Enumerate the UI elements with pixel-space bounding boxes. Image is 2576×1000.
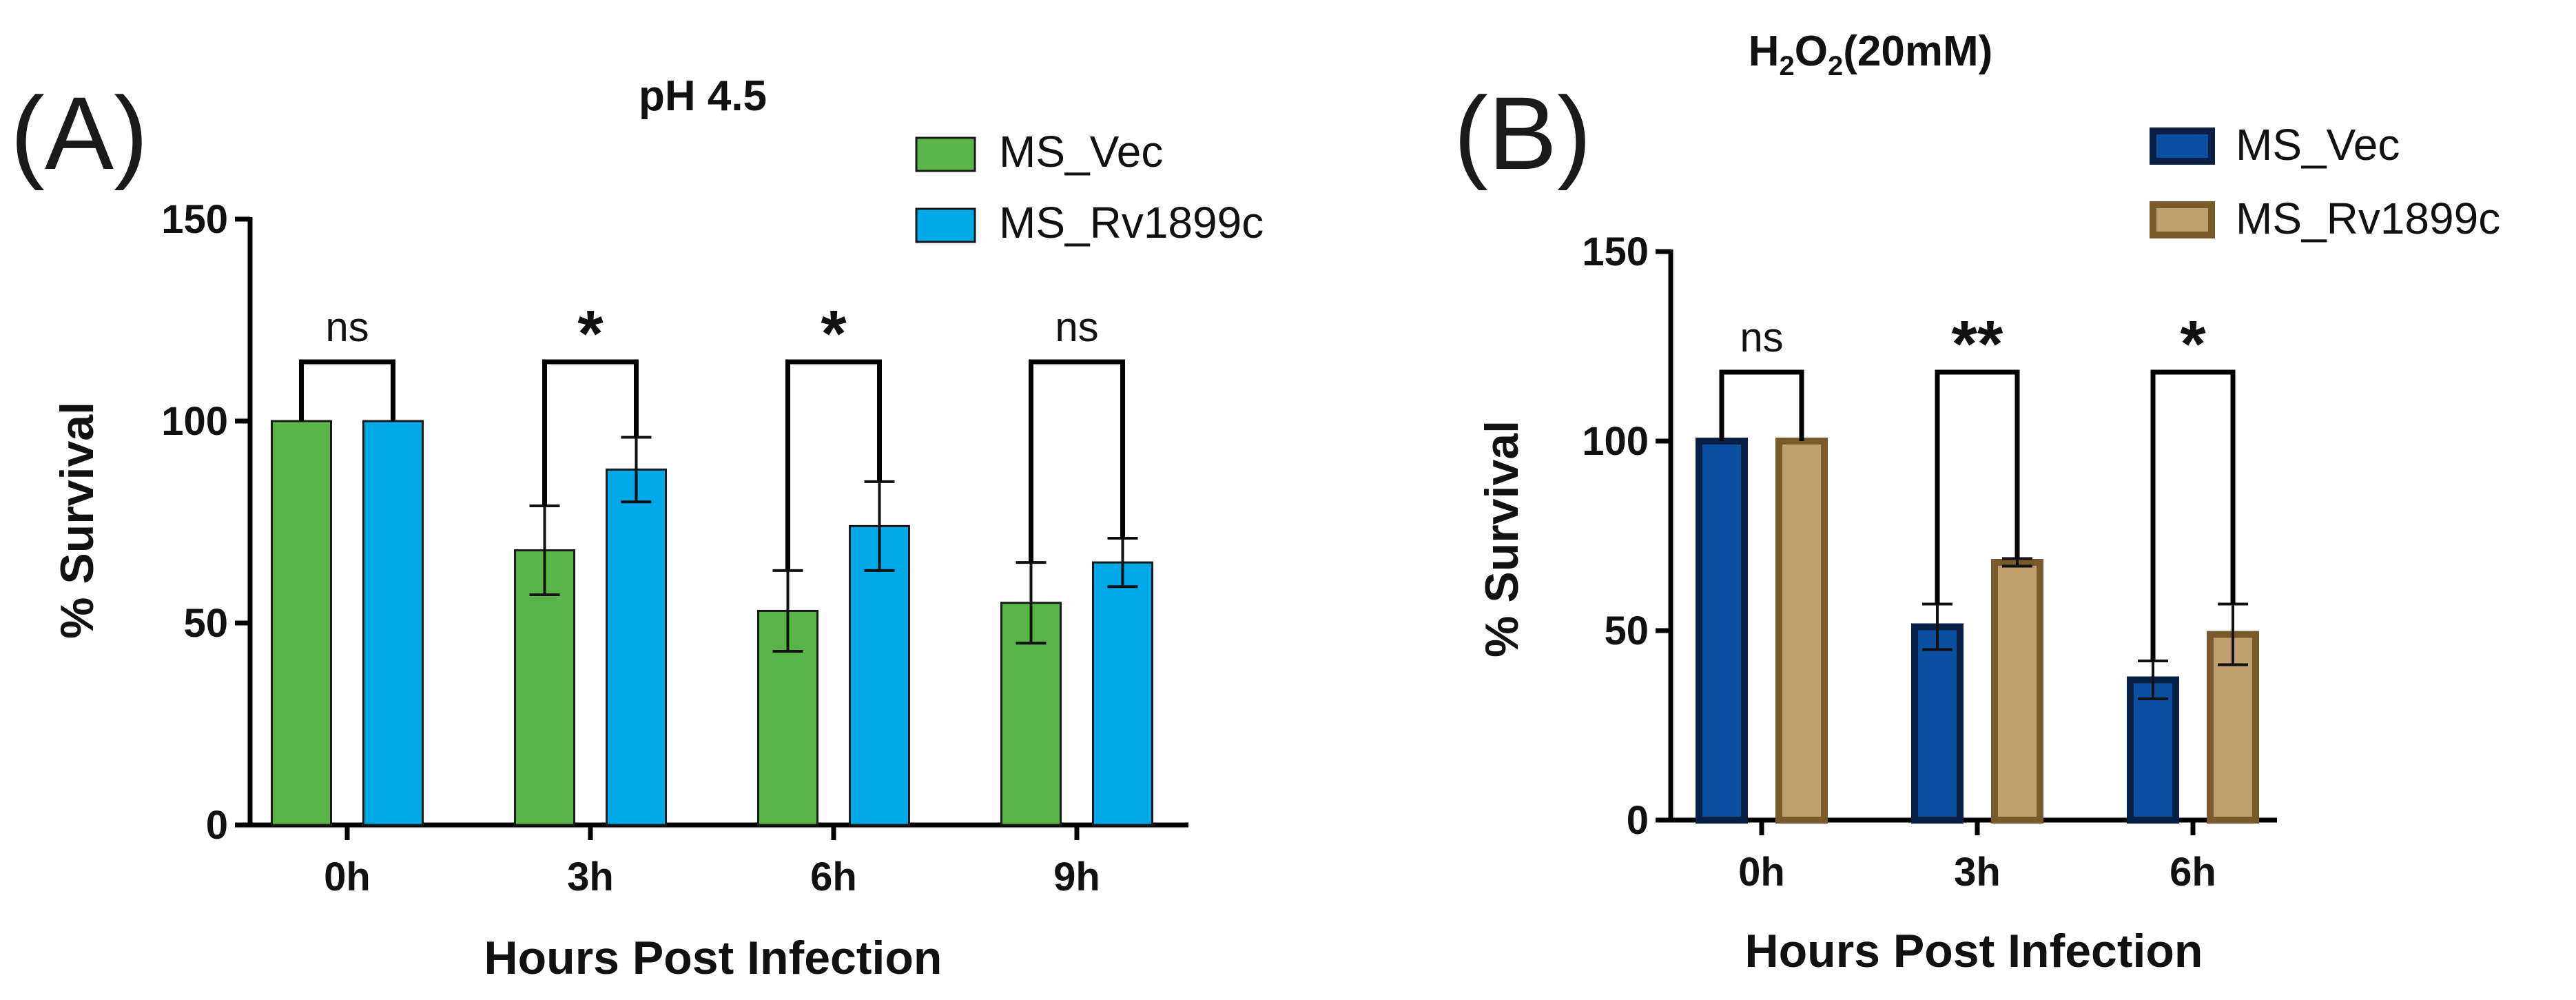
significance-bracket: [2150, 369, 2236, 661]
panel-a-label: (A): [10, 75, 148, 191]
x-tick-label: 0h: [324, 855, 371, 899]
y-tick-label: 50: [183, 601, 228, 646]
x-tick-label: 3h: [567, 855, 614, 899]
significance-bracket: [785, 359, 882, 571]
significance-label: *: [2180, 307, 2206, 381]
significance-bracket: [542, 359, 639, 507]
y-tick-label: 150: [161, 197, 228, 242]
significance-label: **: [1952, 307, 2003, 381]
significance-label: *: [821, 297, 847, 371]
bar-ms-rv1899c: [1991, 559, 2043, 824]
significance-bracket: [1719, 369, 1804, 441]
bar-ms-rv1899c: [362, 420, 424, 826]
bar-ms-vec: [271, 420, 332, 826]
bar-ms-rv1899c: [606, 468, 667, 826]
title-tail: (20mM): [1843, 28, 1992, 75]
legend-label: MS_Vec: [2236, 120, 2400, 170]
bar-ms-vec: [1696, 438, 1748, 824]
legend-swatch-ms-rv1899c: [915, 207, 976, 243]
bar-ms-rv1899c: [1092, 561, 1153, 826]
y-tick-label: 0: [1627, 798, 1649, 843]
x-tick-label: 6h: [810, 855, 857, 899]
y-tick-label: 50: [1604, 609, 1649, 653]
legend-label: MS_Rv1899c: [999, 198, 1264, 247]
panel-b-ylabel: % Survival: [1476, 420, 1528, 657]
title-h: H: [1749, 28, 1780, 75]
panel-a-xlabel: Hours Post Infection: [484, 932, 942, 984]
bar-ms-rv1899c: [1775, 438, 1828, 824]
title-sub-1: 2: [1780, 51, 1795, 81]
title-o: O: [1795, 28, 1828, 75]
significance-bracket: [1935, 369, 2020, 604]
panel-b-plot: 0 50 100 150 0h ns 3h ** 6h * MS_Vec MS_Rv1899c: [1582, 120, 2500, 895]
panel-b-xlabel: Hours Post Infection: [1745, 925, 2203, 977]
legend-swatch-ms-vec: [2150, 127, 2215, 165]
significance-label: ns: [325, 304, 369, 350]
x-tick-label: 9h: [1053, 855, 1100, 899]
y-tick-label: 150: [1582, 229, 1649, 274]
y-tick-label: 100: [1582, 419, 1649, 464]
x-tick-label: 0h: [1738, 850, 1785, 895]
significance-label: *: [577, 297, 604, 371]
panel-b-label: (B): [1454, 75, 1591, 191]
title-sub-2: 2: [1828, 51, 1843, 81]
legend-swatch-ms-rv1899c: [2150, 201, 2215, 238]
bar-ms-vec: [1911, 623, 1964, 824]
panel-a-ylabel: % Survival: [51, 402, 103, 639]
legend-swatch-ms-vec: [915, 136, 976, 172]
legend-label: MS_Rv1899c: [2236, 194, 2500, 243]
bar-ms-vec: [2127, 676, 2179, 824]
x-tick-label: 3h: [1954, 850, 2001, 895]
significance-label: ns: [1740, 314, 1783, 360]
significance-label: ns: [1055, 304, 1098, 350]
y-tick-label: 0: [206, 803, 228, 848]
panel-b-title: H2O2(20mM): [1749, 28, 1993, 81]
significance-bracket: [299, 359, 395, 421]
panel-a-title: pH 4.5: [639, 72, 767, 120]
significance-bracket: [1029, 359, 1125, 563]
y-tick-label: 100: [161, 399, 228, 444]
x-tick-label: 6h: [2170, 850, 2216, 895]
panel-a-plot: 0 50 100 150 0h ns 3h * 6h * 9h ns MS_Vec MS_Rv1899c: [161, 127, 1264, 899]
legend-label: MS_Vec: [999, 127, 1163, 176]
